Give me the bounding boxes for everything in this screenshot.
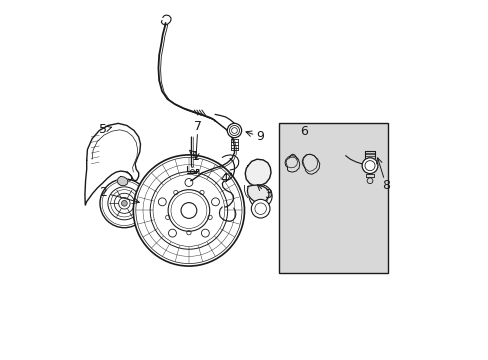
Polygon shape <box>117 176 128 186</box>
Text: 5: 5 <box>99 123 107 136</box>
Polygon shape <box>244 159 270 186</box>
Text: 2: 2 <box>99 186 106 199</box>
Text: 8: 8 <box>381 179 389 192</box>
Circle shape <box>227 123 241 138</box>
Text: 4: 4 <box>221 172 228 185</box>
Text: 6: 6 <box>299 125 307 138</box>
Text: 7: 7 <box>193 120 202 133</box>
Circle shape <box>251 199 269 218</box>
Circle shape <box>133 155 244 266</box>
Circle shape <box>121 201 127 206</box>
Circle shape <box>362 158 377 174</box>
Polygon shape <box>85 123 140 205</box>
Polygon shape <box>247 185 268 203</box>
Text: 3: 3 <box>264 188 271 201</box>
Circle shape <box>100 179 148 228</box>
Polygon shape <box>302 154 319 174</box>
Text: 1: 1 <box>192 150 200 163</box>
Bar <box>278 123 387 273</box>
Text: 9: 9 <box>256 130 264 144</box>
Polygon shape <box>285 156 299 172</box>
Circle shape <box>249 185 271 208</box>
